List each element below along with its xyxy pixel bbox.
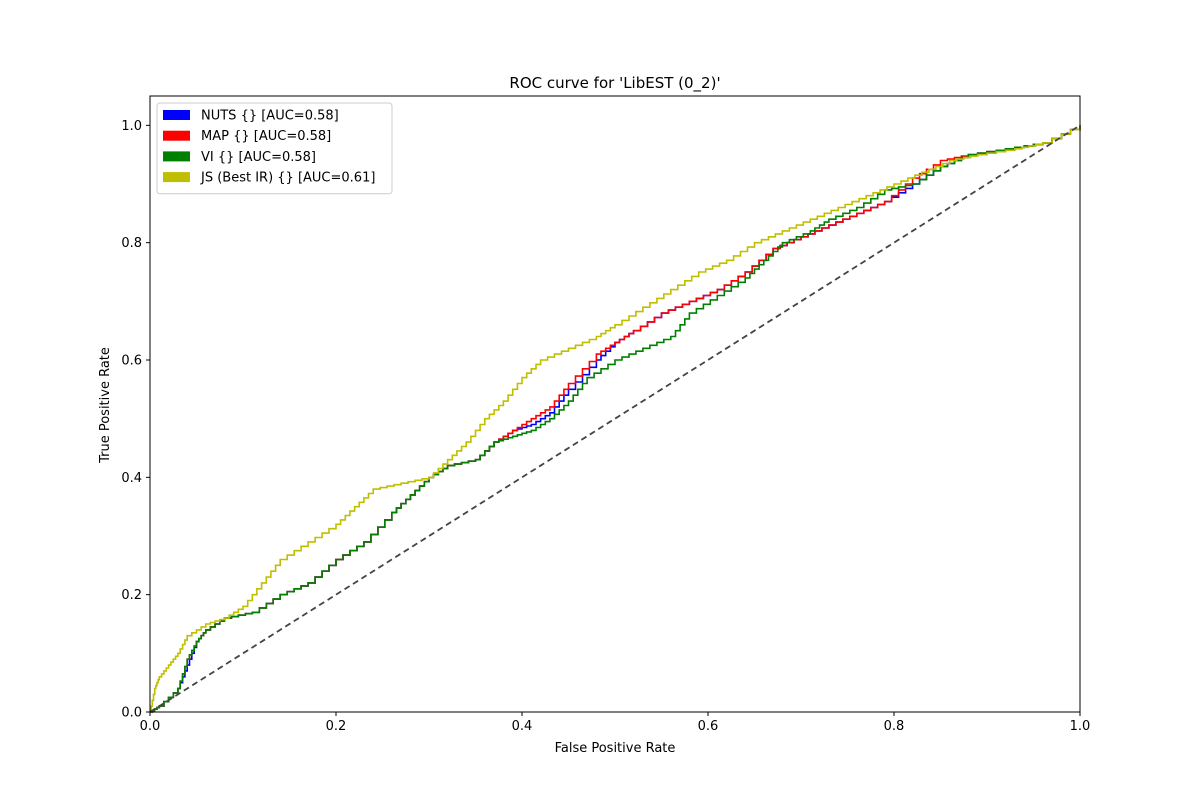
x-tick-label: 0.4: [512, 719, 533, 734]
y-tick-label: 1.0: [121, 119, 142, 134]
y-tick-label: 0.2: [121, 588, 142, 603]
x-tick-label: 0.0: [140, 719, 161, 734]
series-line-3: [150, 125, 1081, 713]
x-tick-label: 0.2: [326, 719, 347, 734]
legend-swatch: [163, 130, 190, 141]
legend-box: [156, 102, 393, 195]
chance-line: [149, 124, 1081, 713]
legend-swatch: [163, 110, 190, 120]
legend-label: VI {} [AUC=0.58]: [201, 150, 316, 165]
x-axis-ticks: 0.0 0.2 0.4 0.6 0.8 1.0: [140, 712, 1091, 734]
legend-swatch: [163, 172, 190, 183]
x-tick-label: 0.6: [698, 719, 719, 734]
y-tick-label: 0.4: [121, 471, 142, 486]
legend-label: NUTS {} [AUC=0.58]: [201, 109, 339, 124]
y-tick-label: 0.6: [121, 354, 142, 369]
legend-label: JS (Best IR) {} [AUC=0.61]: [200, 171, 375, 186]
y-axis-ticks: 0.0 0.2 0.4 0.6 0.8 1.0: [121, 119, 150, 721]
series-line-2: [150, 125, 1081, 713]
y-tick-label: 0.8: [121, 236, 142, 251]
chart-title: ROC curve for 'LibEST (0_2)': [509, 74, 720, 93]
x-tick-label: 0.8: [884, 719, 905, 734]
plot-frame: [149, 95, 1081, 713]
x-axis-label: False Positive Rate: [555, 741, 676, 756]
y-tick-label: 0.0: [121, 706, 142, 721]
y-axis-label: True Positive Rate: [98, 347, 113, 464]
x-tick-label: 1.0: [1070, 719, 1091, 734]
plot-area: [149, 95, 1081, 713]
series-layer: [149, 124, 1081, 713]
legend: NUTS {} [AUC=0.58] MAP {} [AUC=0.58] VI {}…: [156, 102, 393, 195]
legend-swatch: [163, 151, 190, 162]
legend-label: MAP {} [AUC=0.58]: [201, 129, 331, 144]
